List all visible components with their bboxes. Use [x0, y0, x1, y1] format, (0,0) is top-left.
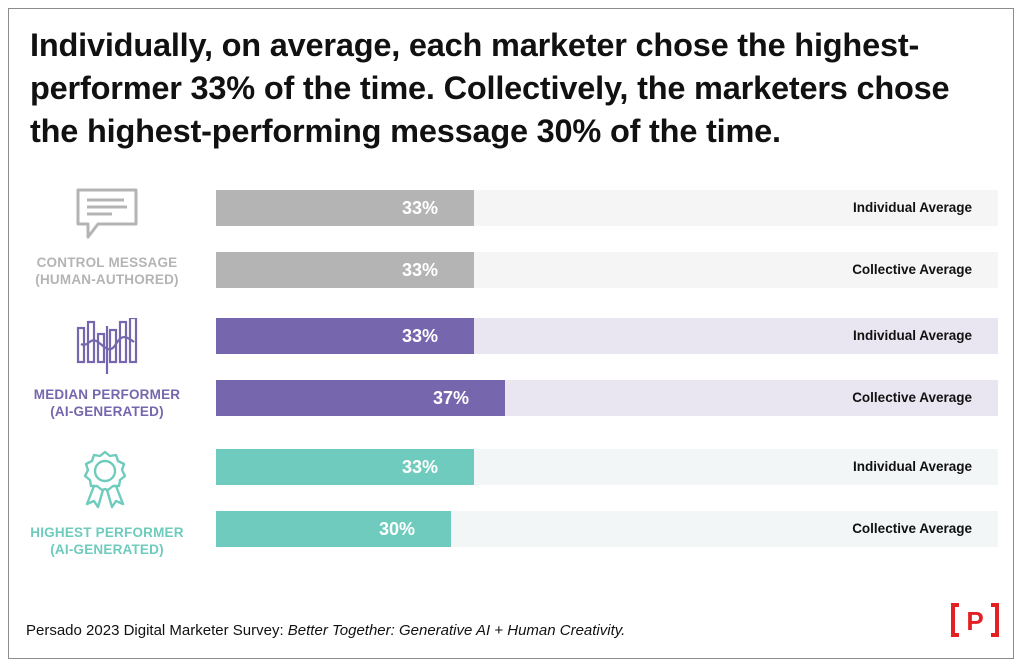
group-label-line2: (AI-GENERATED) [50, 542, 164, 557]
bar-track: 33% Individual Average [216, 449, 998, 485]
bar-track: 37% Collective Average [216, 380, 998, 416]
bar-fill [216, 190, 474, 226]
waveform-icon [76, 318, 138, 374]
bar-track: 33% Individual Average [216, 318, 998, 354]
message-icon [76, 188, 138, 239]
bar-series-label: Individual Average [852, 200, 972, 215]
bar-fill [216, 252, 474, 288]
bar-series-label: Individual Average [852, 459, 972, 474]
group-label-line1: CONTROL MESSAGE [36, 255, 178, 270]
group-label-line2: (HUMAN-AUTHORED) [35, 272, 179, 287]
group-label-line2: (AI-GENERATED) [50, 404, 164, 419]
bar-value-label: 33% [401, 326, 439, 346]
bar-value-label: 33% [401, 457, 439, 477]
chart-frame [8, 8, 1014, 659]
group-label-line1: MEDIAN PERFORMER [33, 387, 181, 402]
bar-series-label: Collective Average [852, 262, 972, 277]
source-prefix: Persado 2023 Digital Marketer Survey: [26, 622, 288, 639]
chart-title: Individually, on average, each marketer … [30, 27, 950, 149]
bar-fill [216, 380, 505, 416]
bar-track: 33% Collective Average [216, 252, 998, 288]
award-ribbon-icon [83, 450, 127, 509]
bar-track: 33% Individual Average [216, 190, 998, 226]
logo-letter: P [966, 606, 983, 636]
bar-fill [216, 449, 474, 485]
group-label-control: CONTROL MESSAGE (HUMAN-AUTHORED) [22, 254, 192, 288]
source-note: Persado 2023 Digital Marketer Survey: Be… [26, 622, 625, 639]
bar-value-label: 30% [378, 519, 416, 539]
bar-fill [216, 318, 474, 354]
bar-series-label: Collective Average [852, 521, 972, 536]
group-label-median: MEDIAN PERFORMER (AI-GENERATED) [22, 386, 192, 420]
bar-series-label: Individual Average [852, 328, 972, 343]
group-label-line1: HIGHEST PERFORMER [30, 525, 184, 540]
bar-series-label: Collective Average [852, 390, 972, 405]
bar-value-label: 33% [401, 198, 439, 218]
bar-value-label: 33% [401, 260, 439, 280]
group-label-highest: HIGHEST PERFORMER (AI-GENERATED) [22, 524, 192, 558]
bar-fill [216, 511, 451, 547]
persado-logo-icon: P [951, 603, 999, 637]
source-title: Better Together: Generative AI + Human C… [287, 622, 626, 639]
bar-track: 30% Collective Average [216, 511, 998, 547]
bar-value-label: 37% [432, 388, 470, 408]
